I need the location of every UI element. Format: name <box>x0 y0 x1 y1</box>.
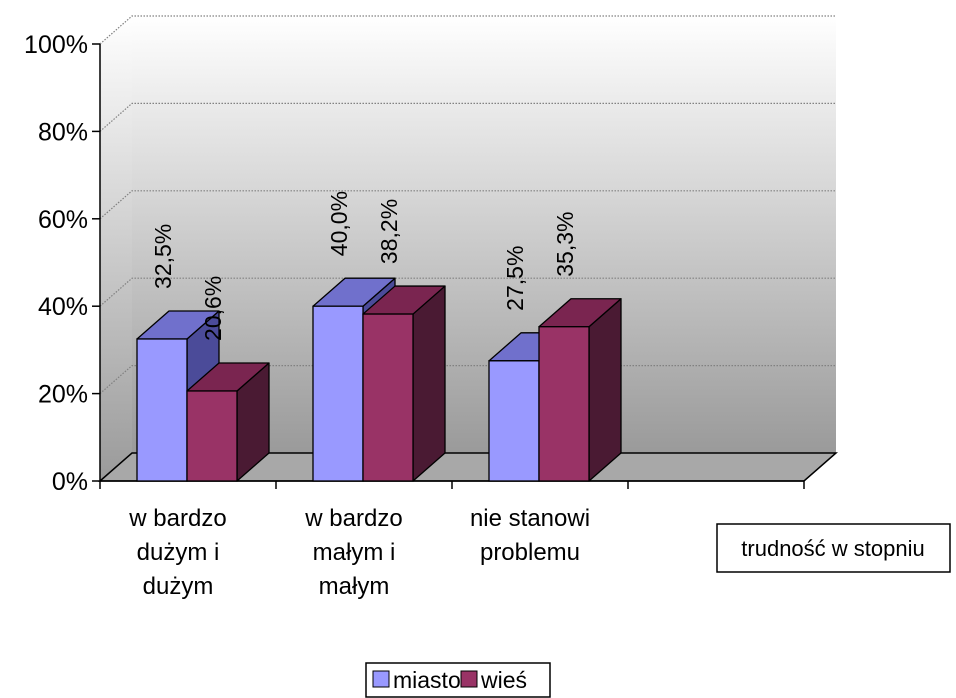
legend: miasto wieś <box>365 662 551 698</box>
gridline <box>99 190 836 220</box>
bar-wies-1 <box>362 285 446 482</box>
y-tick-label: 60% <box>38 206 88 234</box>
gridline <box>99 365 836 395</box>
category-label: dużym i <box>137 539 220 566</box>
bar-front <box>362 313 414 482</box>
side-wall <box>100 16 132 481</box>
bar-front <box>488 360 540 482</box>
bar-front <box>538 326 590 482</box>
bar-front <box>312 305 364 482</box>
y-tick-label: 40% <box>38 293 88 321</box>
y-tick-label: 20% <box>38 381 88 409</box>
bar-side <box>412 285 446 482</box>
category-label: problemu <box>480 539 580 566</box>
y-tick-label: 100% <box>24 31 88 59</box>
bar-front <box>186 390 238 482</box>
bar-wies-0 <box>186 362 270 482</box>
gridline <box>99 277 836 307</box>
y-tick-label: 0% <box>52 468 88 496</box>
data-label: 32,5% <box>150 224 176 289</box>
data-label: 20,6% <box>200 276 226 341</box>
x-axis-title: trudność w stopniu <box>741 536 924 561</box>
bar-side <box>588 298 622 482</box>
gridline <box>99 102 836 132</box>
data-label: 27,5% <box>502 246 528 311</box>
legend-label-wies: wieś <box>480 667 527 693</box>
category-label: małym <box>319 573 390 600</box>
category-label: małym i <box>313 539 396 566</box>
x-axis-title-box: trudność w stopniu <box>716 523 951 573</box>
category-label: w bardzo <box>128 505 226 532</box>
legend-swatch-wies <box>460 670 478 688</box>
bar-front <box>136 338 188 482</box>
legend-frame <box>365 662 551 698</box>
category-label: dużym <box>143 573 214 600</box>
x-axis-title-frame <box>716 523 951 573</box>
data-label: 35,3% <box>552 212 578 277</box>
data-label: 38,2% <box>376 199 402 264</box>
gridlines <box>99 15 836 395</box>
y-tick-label: 80% <box>38 118 88 146</box>
legend-swatch-miasto <box>372 670 390 688</box>
legend-label-miasto: miasto <box>393 667 461 693</box>
bars-group <box>136 277 622 482</box>
data-labels: 32,5% 20,6% 40,0% 38,2% 27,5% 35,3% <box>150 191 578 341</box>
bar-wies-2 <box>538 298 622 482</box>
gridline <box>99 15 836 45</box>
category-label: nie stanowi <box>470 505 590 532</box>
category-label: w bardzo <box>304 505 402 532</box>
data-label: 40,0% <box>326 191 352 256</box>
category-labels: w bardzo dużym i dużym w bardzo małym i małym… <box>128 505 590 600</box>
